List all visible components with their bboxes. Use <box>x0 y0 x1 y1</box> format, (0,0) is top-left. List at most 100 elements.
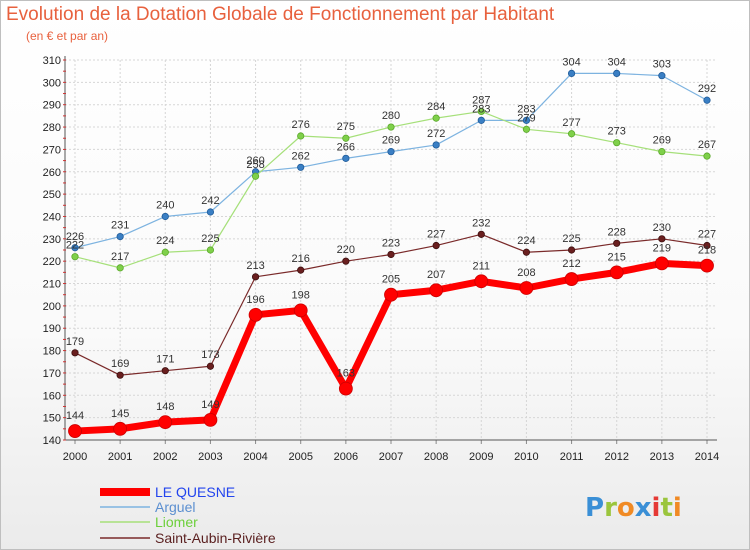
data-label: 211 <box>473 260 491 272</box>
data-point <box>609 265 624 280</box>
data-point <box>703 152 711 160</box>
x-tick-label: 2013 <box>650 451 674 463</box>
x-tick-label: 2009 <box>469 451 493 463</box>
data-label: 258 <box>246 159 264 171</box>
data-label: 273 <box>608 126 626 138</box>
data-point <box>522 116 531 124</box>
data-label: 269 <box>653 135 671 147</box>
x-tick-label: 2004 <box>243 451 267 463</box>
y-tick-label: 300 <box>43 77 61 89</box>
data-point <box>116 371 124 379</box>
chart-subtitle: (en € et par an) <box>26 29 108 43</box>
data-label: 179 <box>66 336 84 348</box>
data-point <box>567 246 576 254</box>
proxiti-logo: Proxiti <box>585 493 682 523</box>
data-label: 272 <box>427 128 445 140</box>
legend-label: Saint-Aubin-Rivière <box>155 530 276 546</box>
y-tick-label: 220 <box>43 256 61 268</box>
data-point <box>613 69 621 78</box>
data-point <box>477 107 485 116</box>
data-label: 283 <box>472 103 490 115</box>
chart-title: Evolution de la Dotation Globale de Fonc… <box>6 4 555 25</box>
data-label: 280 <box>382 110 400 122</box>
data-label: 219 <box>653 242 671 254</box>
data-label: 283 <box>517 103 535 115</box>
data-label: 196 <box>246 294 264 306</box>
data-point <box>522 125 531 133</box>
y-tick-label: 150 <box>43 413 61 425</box>
data-point <box>342 154 350 162</box>
data-point <box>161 248 169 256</box>
y-tick-label: 250 <box>43 189 61 201</box>
data-point <box>161 212 169 221</box>
y-tick-label: 180 <box>43 346 61 358</box>
data-point <box>293 303 308 318</box>
logo-letter: i <box>652 493 661 523</box>
data-point <box>654 256 669 271</box>
logo-letter: r <box>604 493 617 523</box>
data-label: 284 <box>427 101 445 113</box>
data-point <box>342 134 350 142</box>
data-point <box>161 367 169 375</box>
data-label: 144 <box>66 410 84 422</box>
series-layer <box>68 69 714 438</box>
data-label: 260 <box>246 155 264 167</box>
data-label: 207 <box>427 269 445 281</box>
data-point <box>613 139 621 147</box>
y-tick-label: 170 <box>43 368 61 380</box>
data-label: 148 <box>156 401 174 413</box>
data-label: 232 <box>472 217 490 229</box>
y-tick-label: 290 <box>43 100 61 112</box>
legend-label: LE QUESNE <box>155 484 235 500</box>
data-label: 212 <box>562 258 580 270</box>
data-point <box>206 208 215 216</box>
data-point <box>613 239 621 247</box>
data-label: 228 <box>608 226 626 238</box>
y-tick-label: 200 <box>43 301 61 313</box>
data-label: 242 <box>201 195 219 207</box>
data-label: 277 <box>562 117 580 129</box>
data-point <box>387 250 395 259</box>
data-point <box>658 235 666 243</box>
axes: 1401501601701801902002102202302402502602… <box>43 55 720 463</box>
data-label: 225 <box>201 233 219 245</box>
data-point <box>384 287 398 302</box>
x-tick-label: 2001 <box>108 451 132 463</box>
data-point <box>522 248 531 256</box>
data-label: 217 <box>111 251 129 263</box>
x-tick-label: 2014 <box>695 451 719 463</box>
data-label: 224 <box>517 235 535 247</box>
data-label: 279 <box>517 112 535 124</box>
y-tick-label: 140 <box>43 435 61 447</box>
data-point <box>71 349 79 357</box>
data-point <box>567 130 576 138</box>
data-label: 266 <box>337 141 355 153</box>
data-point <box>564 272 579 286</box>
data-label: 240 <box>156 199 174 211</box>
data-label: 304 <box>562 56 580 68</box>
y-tick-label: 230 <box>43 234 61 246</box>
data-point <box>567 69 576 78</box>
logo-letter: x <box>635 493 652 523</box>
data-point <box>703 241 711 250</box>
svg-text:Proxiti: Proxiti <box>585 493 682 523</box>
data-label: 218 <box>698 245 716 257</box>
data-point <box>703 96 711 104</box>
data-point <box>206 362 215 370</box>
data-label: 227 <box>698 229 716 241</box>
data-point <box>113 421 128 436</box>
data-label: 275 <box>337 121 355 133</box>
x-tick-label: 2012 <box>604 451 628 463</box>
data-point <box>116 264 124 272</box>
data-point <box>206 246 215 254</box>
y-tick-label: 190 <box>43 323 61 335</box>
y-tick-label: 280 <box>43 122 61 134</box>
data-point <box>297 163 305 171</box>
data-label: 198 <box>292 289 310 301</box>
data-point <box>429 283 444 298</box>
logo-letter: t <box>660 493 672 523</box>
data-point <box>387 148 395 156</box>
data-point <box>297 132 305 140</box>
